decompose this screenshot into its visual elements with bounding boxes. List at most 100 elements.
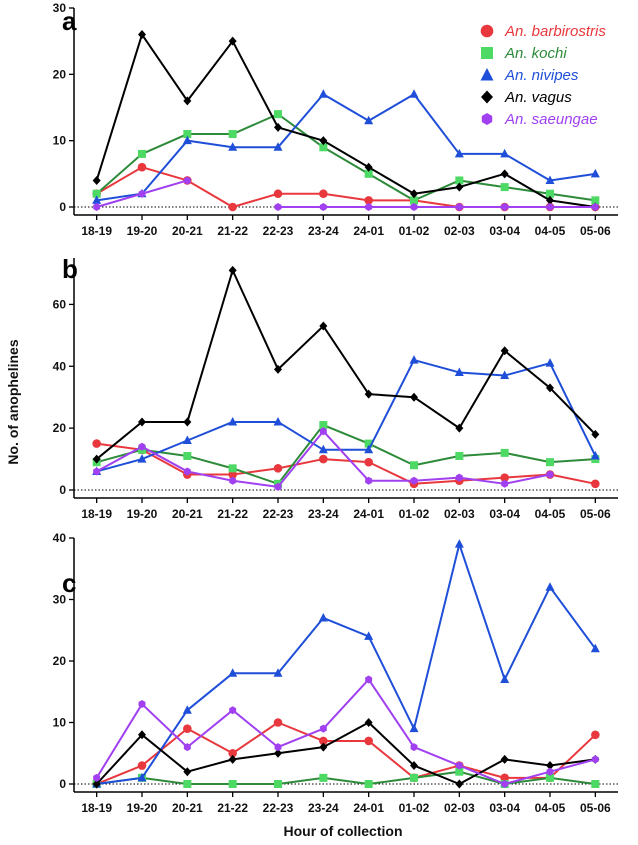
data-point [274,110,282,118]
series-line [97,425,596,484]
data-point [501,755,509,764]
series-an-nivipes [92,539,600,787]
x-tick-label: 04-05 [535,801,566,815]
x-tick-label: 24-01 [353,507,384,521]
data-point [501,449,509,457]
data-point [229,464,237,472]
legend-marker [482,113,492,125]
y-tick-label: 20 [53,654,67,668]
panel-label: b [62,254,78,284]
data-point [319,189,328,198]
x-tick-label: 02-03 [444,507,475,521]
data-point [591,169,600,178]
data-point [591,731,600,740]
y-tick-label: 40 [53,359,67,373]
y-tick-label: 0 [59,777,66,791]
legend-item: An. nivipes [481,67,579,84]
legend: An. barbirostris An. kochi An. nivipes An. … [481,23,607,128]
series-an-barbirostris [92,163,599,211]
panel-label: c [62,568,76,598]
data-point [455,452,463,460]
data-point [320,203,327,211]
data-point [455,539,464,548]
y-tick-label: 10 [53,716,67,730]
legend-item: An. vagus [481,89,572,106]
legend-label: An. vagus [504,89,572,106]
x-tick-label: 22-23 [263,507,294,521]
data-point [183,452,191,460]
legend-label: An. barbirostris [504,23,606,40]
x-axis-title: Hour of collection [284,823,403,839]
data-point [274,189,283,198]
legend-label: An. saeungae [504,111,598,128]
data-point [591,780,599,788]
x-tick-label: 18-19 [81,507,112,521]
data-point [501,183,509,191]
y-tick-label: 0 [59,200,66,214]
data-point [319,89,328,98]
series-line [97,544,596,784]
data-point [183,780,191,788]
x-tick-label: 19-20 [127,224,158,238]
data-point [138,163,147,172]
series-line [97,270,596,459]
legend-item: An. kochi [481,45,567,62]
x-tick-label: 04-05 [535,224,566,238]
series-an-saeungae [93,675,599,788]
data-point [410,461,418,469]
y-tick-label: 0 [59,483,66,497]
x-tick-label: 19-20 [127,507,158,521]
data-point [500,674,509,683]
data-point [546,358,555,367]
legend-marker [481,68,494,81]
x-tick-label: 05-06 [580,224,611,238]
data-point [183,417,191,426]
x-tick-label: 19-20 [127,801,158,815]
y-axis-title: No. of anophelines [5,339,21,464]
y-tick-label: 40 [53,531,67,545]
data-point [229,266,237,275]
data-point [592,755,599,763]
series-an-kochi [93,421,600,488]
x-tick-label: 20-21 [172,507,203,521]
panel-label: a [62,6,77,36]
x-tick-label: 01-02 [399,507,430,521]
data-point [546,458,554,466]
legend-marker [481,25,494,38]
series-line [97,679,596,784]
x-tick-label: 24-01 [353,801,384,815]
y-tick-label: 20 [53,67,67,81]
data-point [364,737,373,746]
x-tick-label: 18-19 [81,801,112,815]
x-tick-label: 03-04 [489,507,520,521]
legend-label: An. kochi [504,45,567,62]
data-point [229,130,237,138]
data-point [365,780,373,788]
x-tick-label: 02-03 [444,801,475,815]
x-tick-label: 23-24 [308,224,339,238]
data-point [93,203,100,211]
data-point [501,169,509,178]
x-tick-label: 18-19 [81,224,112,238]
data-point [319,774,327,782]
y-tick-label: 60 [53,297,67,311]
data-point [410,393,418,402]
x-tick-label: 22-23 [263,224,294,238]
data-point [138,150,146,158]
x-tick-label: 20-21 [172,801,203,815]
panel-b: 0 20 40 60 18-19 19-20 20-21 21-22 22-23 23-24 24-… [53,254,618,521]
legend-label: An. nivipes [504,67,579,84]
legend-marker [481,91,493,104]
x-tick-label: 21-22 [217,224,248,238]
data-point [93,176,101,185]
panel-c: 01020304018-19 19-20 20-21 21-22 22-23 23-24 2… [53,531,618,815]
data-point [410,774,418,782]
data-point [319,613,328,622]
data-point [365,203,372,211]
x-tick-label: 23-24 [308,507,339,521]
data-point [274,123,282,132]
x-tick-label: 05-06 [580,507,611,521]
x-tick-label: 04-05 [535,507,566,521]
x-tick-label: 21-22 [217,507,248,521]
x-tick-label: 24-01 [353,224,384,238]
